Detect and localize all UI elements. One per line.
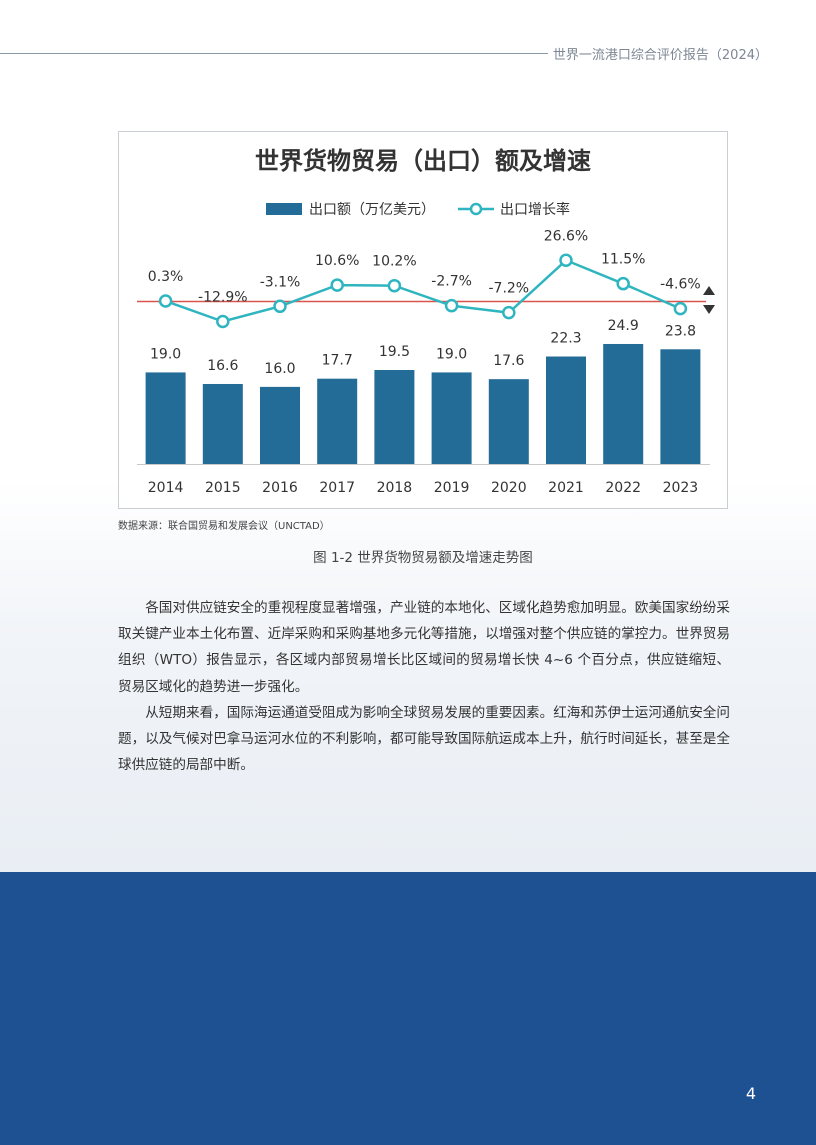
growth-label-2015: -12.9% [198,289,248,305]
growth-label-2018: 10.2% [372,254,416,270]
x-tick-label-2022: 2022 [605,480,641,496]
x-tick-label-2020: 2020 [491,480,527,496]
growth-rate-line [165,258,681,323]
legend-line-label: 出口增长率 [500,201,570,218]
bar-value-label-2020: 17.6 [493,353,524,369]
growth-point-2021 [559,253,573,268]
growth-point-2015 [216,314,230,329]
paragraph-1: 各国对供应链安全的重视程度显著增强，产业链的本地化、区域化趋势愈加明显。欧美国家… [118,600,730,695]
body-text: 各国对供应链安全的重视程度显著增强，产业链的本地化、区域化趋势愈加明显。欧美国家… [118,595,730,778]
legend-bar-swatch [266,203,302,215]
x-tick-label-2015: 2015 [205,480,241,496]
bar-2019 [431,372,472,464]
header-rule [0,53,548,54]
figure-caption: 图 1-2 世界货物贸易额及增速走势图 [313,550,533,566]
chart-title: 世界货物贸易（出口）额及增速 [255,147,591,175]
growth-point-2022 [616,276,630,291]
x-tick-label-2016: 2016 [262,480,298,496]
bar-2018 [374,370,415,464]
down-arrow-icon [703,305,715,314]
bar-value-label-2014: 19.0 [150,346,181,362]
x-tick-label-2023: 2023 [663,480,699,496]
growth-point-2023 [673,301,688,316]
growth-label-2019: -2.7% [431,274,472,290]
bar-value-label-2017: 17.7 [322,353,353,369]
bar-2015 [202,383,243,464]
bar-value-label-2021: 22.3 [550,331,581,347]
bar-2023 [660,349,701,464]
bar-value-label-2022: 24.9 [608,318,639,334]
bar-value-label-2015: 16.6 [207,358,238,374]
paragraph-2: 从短期来看，国际海运通道受阻成为影响全球贸易发展的重要因素。红海和苏伊士运河通航… [118,704,730,774]
page-number: 4 [745,1084,756,1103]
bar-value-label-2019: 19.0 [436,346,467,362]
bar-2017 [317,378,358,464]
bar-value-label-2016: 16.0 [264,361,295,377]
growth-point-2014 [158,294,173,308]
data-source-note: 数据来源：联合国贸易和发展会议（UNCTAD） [118,521,330,532]
chart-canvas: 出口额（万亿美元） 出口增长率 19.0 2014 16.6 2015 16.0 2016 17… [137,201,715,496]
bar-value-label-2023: 23.8 [665,323,696,339]
x-tick-label-2014: 2014 [148,480,184,496]
growth-point-2018 [387,278,402,293]
growth-label-2016: -3.1% [260,274,301,290]
bar-2016 [260,386,300,464]
x-tick-label-2019: 2019 [434,480,470,496]
growth-point-2020 [502,305,516,320]
legend-bar-label: 出口额（万亿美元） [309,202,435,218]
footer-band [0,872,816,1145]
growth-label-2023: -4.6% [660,277,701,293]
growth-point-2016 [273,299,287,314]
growth-label-2021: 26.6% [544,228,588,244]
growth-label-2022: 11.5% [601,252,645,268]
bar-2022 [603,343,644,464]
growth-point-2019 [444,298,459,313]
growth-point-2017 [330,278,344,292]
growth-label-2017: 10.6% [315,253,359,269]
bar-value-label-2018: 19.5 [379,344,410,360]
up-arrow-icon [703,286,715,295]
bar-2021 [546,356,586,464]
bar-2014 [145,372,186,464]
growth-label-2020: -7.2% [488,281,529,297]
bar-2020 [488,379,529,464]
legend-line-marker [469,202,483,216]
x-tick-label-2017: 2017 [319,480,355,496]
growth-label-2014: 0.3% [148,269,184,285]
running-header: 世界一流港口综合评价报告（2024） [552,48,768,63]
x-tick-label-2018: 2018 [377,480,413,496]
x-tick-label-2021: 2021 [548,480,584,496]
background-tint [0,480,816,872]
